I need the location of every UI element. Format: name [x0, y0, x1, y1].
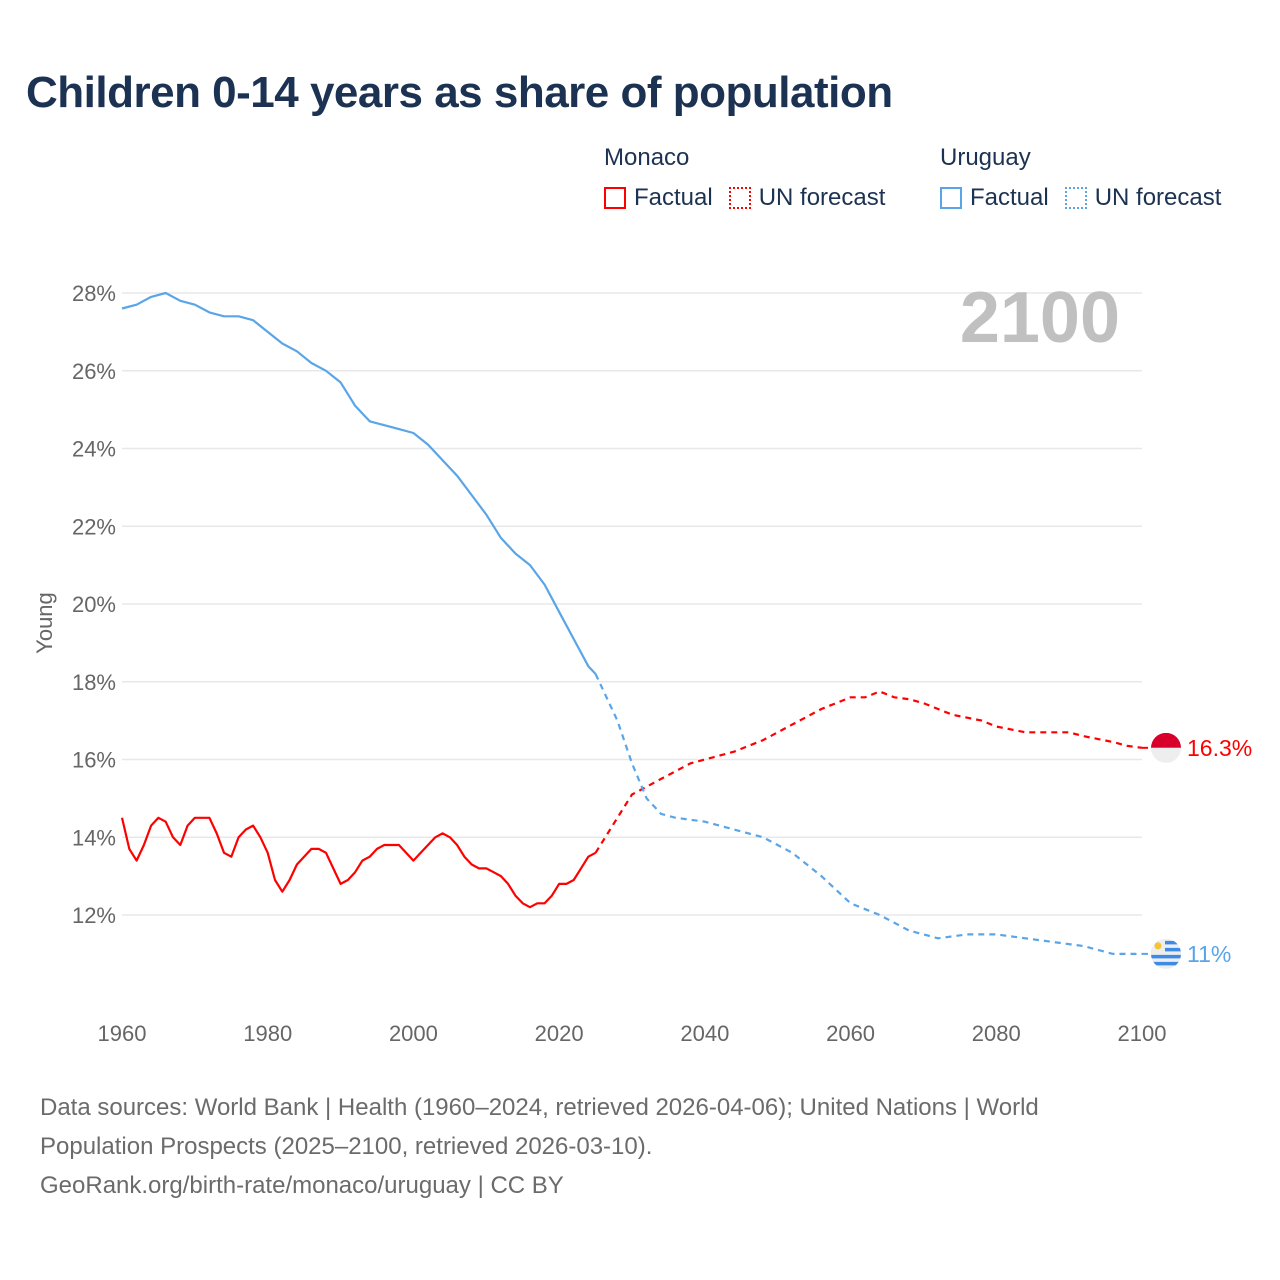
- x-tick-label: 1960: [98, 1021, 147, 1046]
- x-tick-label: 2040: [680, 1021, 729, 1046]
- monaco-factual-line: [120, 816, 597, 909]
- y-tick-label: 14%: [72, 825, 116, 850]
- monaco-forecast-line: [594, 690, 1143, 854]
- flag-stripe: [1151, 947, 1181, 952]
- legend-label: UN forecast: [1094, 184, 1222, 211]
- x-tick-label: 2060: [826, 1021, 875, 1046]
- flag-stripe: [1151, 954, 1181, 959]
- x-tick-label: 1980: [243, 1021, 292, 1046]
- flag-white-band: [1151, 747, 1181, 763]
- x-tick-label: 2020: [535, 1021, 584, 1046]
- footer-attribution[interactable]: GeoRank.org/birth-rate/monaco/uruguay | …: [40, 1172, 564, 1199]
- legend-solid-swatch: [940, 187, 962, 209]
- uruguay-flag-icon: [1151, 938, 1181, 969]
- legend-monaco: Monaco Factual UN forecast: [604, 144, 901, 216]
- y-tick-label: 20%: [72, 592, 116, 617]
- legend-dotted-swatch: [728, 187, 751, 209]
- legend-solid-swatch: [604, 187, 626, 209]
- legend-uruguay: Uruguay Factual UN forecast: [940, 144, 1221, 216]
- monaco-flag-icon: [1151, 732, 1181, 763]
- legend-monaco-name: Monaco: [604, 144, 690, 171]
- y-tick-label: 24%: [72, 437, 116, 462]
- legend-dotted-swatch: [1064, 187, 1087, 209]
- legend-monaco-factual[interactable]: Factual: [604, 184, 713, 212]
- flag-stripe: [1151, 961, 1181, 966]
- y-tick-label: 26%: [72, 359, 116, 384]
- legend-uruguay-factual[interactable]: Factual: [940, 184, 1049, 212]
- monaco-end-value: 16.3%: [1187, 735, 1252, 761]
- uruguay-end-value: 11%: [1187, 941, 1231, 967]
- chart-area: 12% 14% 16% 18% 20% 22% 24% 26% 28% 1960 1980 2000 2…: [32, 278, 1252, 1046]
- flag-sun: [1154, 942, 1162, 950]
- x-tick-label: 2000: [389, 1021, 438, 1046]
- legend-label: Factual: [970, 184, 1049, 211]
- legend-monaco-forecast[interactable]: UN forecast: [728, 184, 886, 212]
- y-tick-label: 28%: [72, 281, 116, 306]
- legend-label: UN forecast: [758, 184, 886, 211]
- footer-sources-line1: Data sources: World Bank | Health (1960–…: [40, 1094, 1039, 1121]
- footer-sources-line2: Population Prospects (2025–2100, retriev…: [40, 1133, 653, 1160]
- uruguay-factual-line: [121, 291, 597, 675]
- y-tick-label: 18%: [72, 670, 116, 695]
- legend-uruguay-forecast[interactable]: UN forecast: [1064, 184, 1222, 212]
- legend-label: Factual: [634, 184, 713, 211]
- x-tick-label: 2100: [1118, 1021, 1167, 1046]
- year-label: 2100: [960, 278, 1120, 358]
- y-tick-label: 22%: [72, 514, 116, 539]
- y-axis-label: Young: [32, 592, 57, 654]
- x-tick-label: 2080: [972, 1021, 1021, 1046]
- y-tick-label: 16%: [72, 748, 116, 773]
- chart-title: Children 0-14 years as share of populati…: [26, 68, 893, 117]
- flag-red-band: [1151, 732, 1181, 748]
- uruguay-forecast-line: [594, 673, 1142, 956]
- footer: Data sources: World Bank | Health (1960–…: [40, 1088, 1240, 1205]
- y-tick-label: 12%: [72, 903, 116, 928]
- flag-stripe: [1151, 940, 1181, 945]
- legend-uruguay-name: Uruguay: [940, 144, 1031, 171]
